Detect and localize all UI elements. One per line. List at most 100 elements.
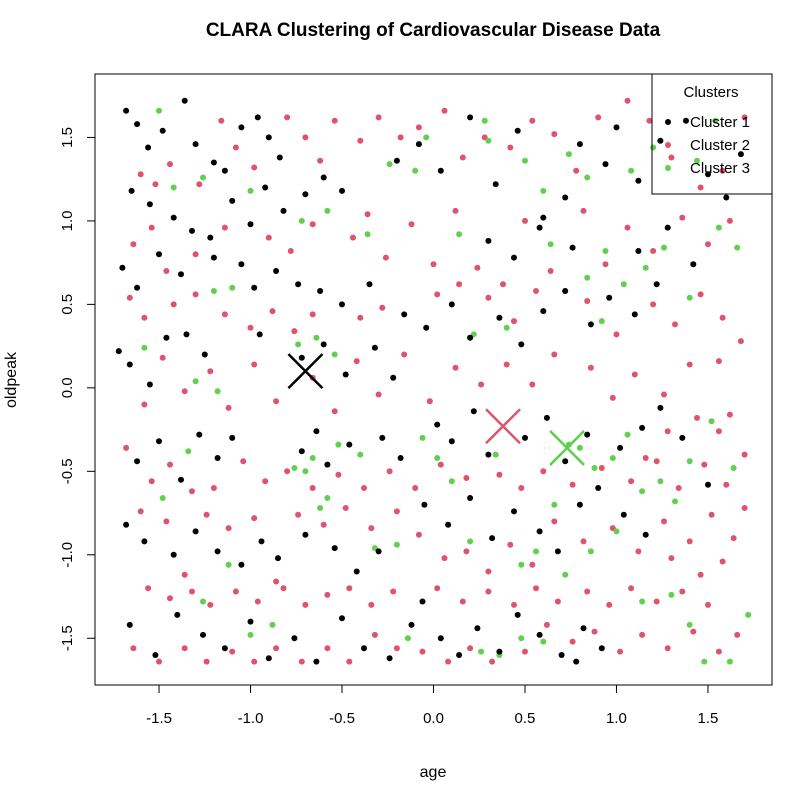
data-point (148, 224, 155, 231)
data-point (324, 591, 331, 598)
data-point (445, 658, 452, 665)
data-point (620, 511, 627, 518)
data-point (661, 244, 667, 251)
data-point (485, 237, 492, 244)
data-point (393, 508, 400, 515)
legend-title: Clusters (683, 84, 738, 101)
data-point (371, 344, 378, 351)
legend-swatch (665, 165, 671, 171)
data-point (203, 658, 210, 665)
data-point (302, 531, 309, 538)
data-point (189, 227, 195, 234)
data-point (225, 561, 232, 568)
data-point (390, 588, 397, 595)
data-point (672, 498, 678, 505)
data-point (251, 658, 258, 665)
data-point (434, 455, 441, 461)
data-point (734, 244, 741, 251)
data-point (518, 635, 525, 642)
data-point (686, 621, 693, 628)
data-point (247, 324, 254, 331)
data-point (408, 221, 415, 228)
data-point (569, 481, 576, 488)
data-point (291, 465, 298, 471)
legend-entry-label: Cluster 3 (690, 160, 750, 177)
data-point (123, 107, 130, 114)
data-point (569, 638, 576, 645)
data-point (657, 404, 664, 411)
data-point (635, 177, 642, 184)
data-point (609, 455, 616, 461)
data-point (719, 314, 726, 321)
data-point (609, 394, 616, 401)
data-point (163, 334, 170, 341)
data-point (232, 588, 239, 595)
data-point (200, 598, 206, 605)
medoid-marker (485, 408, 521, 445)
data-point (156, 251, 162, 258)
data-point (705, 241, 711, 248)
data-point (697, 571, 704, 578)
data-point (554, 598, 561, 605)
data-point (339, 301, 345, 308)
y-tick-label: 1.5 (59, 127, 76, 148)
data-point (646, 117, 653, 124)
data-point (350, 234, 356, 241)
data-point (309, 485, 316, 491)
data-point (357, 314, 364, 321)
data-point (159, 354, 166, 361)
data-point (653, 598, 660, 605)
data-point (595, 114, 602, 121)
data-point (423, 324, 430, 331)
data-point (540, 638, 547, 645)
data-point (415, 531, 422, 538)
data-point (115, 348, 122, 355)
data-point (686, 538, 693, 545)
data-point (298, 354, 305, 361)
data-point (357, 451, 364, 458)
data-point (141, 401, 148, 408)
data-point (238, 561, 245, 568)
data-point (251, 164, 258, 171)
data-point (366, 281, 373, 288)
data-point (496, 314, 503, 321)
data-point (705, 171, 711, 178)
data-point (606, 601, 613, 608)
data-point (386, 468, 393, 475)
data-point (467, 645, 474, 652)
data-point (543, 621, 550, 628)
data-point (201, 351, 208, 358)
data-point (456, 281, 463, 288)
data-point (661, 518, 667, 525)
data-point (522, 434, 528, 441)
data-point (726, 658, 733, 665)
data-point (265, 234, 272, 241)
data-point (200, 631, 206, 638)
data-point (309, 311, 316, 318)
data-point (580, 538, 587, 545)
data-point (126, 361, 133, 368)
data-point (167, 461, 173, 468)
data-point (522, 157, 528, 164)
data-point (730, 465, 737, 471)
data-point (364, 231, 371, 238)
y-tick-label: 1.0 (59, 210, 76, 231)
data-point (701, 461, 708, 468)
data-point (192, 251, 199, 258)
data-point (397, 134, 404, 141)
data-point (705, 601, 711, 608)
data-point (214, 548, 221, 555)
data-point (412, 485, 419, 491)
data-point (146, 381, 153, 388)
data-point (379, 304, 386, 311)
data-point (156, 438, 162, 445)
data-point (251, 284, 258, 291)
data-point (456, 231, 463, 238)
data-point (639, 488, 646, 495)
data-point (167, 161, 173, 168)
data-point (602, 161, 609, 168)
data-point (145, 144, 152, 151)
y-tick-label: -1.5 (59, 625, 76, 651)
data-point (339, 187, 345, 194)
data-point (726, 217, 733, 224)
